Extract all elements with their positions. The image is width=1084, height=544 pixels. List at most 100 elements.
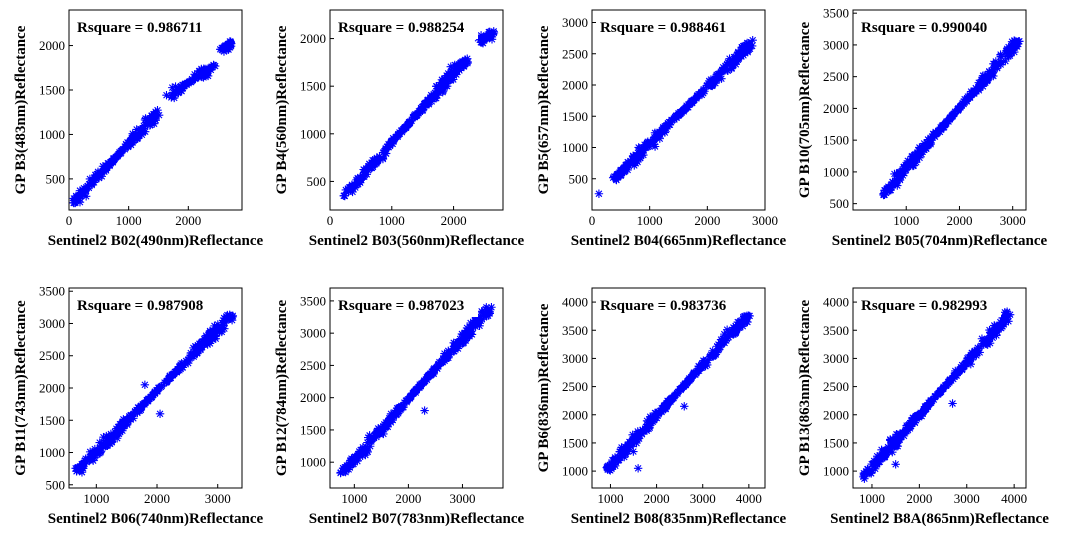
data-point [147, 116, 157, 125]
data-point [427, 97, 436, 106]
y-tick-label: 500 [46, 477, 66, 492]
data-point [467, 324, 477, 334]
data-point [637, 147, 646, 156]
data-point [171, 82, 180, 91]
data-point [363, 438, 372, 447]
data-point [77, 189, 87, 199]
data-point [416, 106, 425, 116]
data-point [114, 149, 124, 159]
data-point [477, 307, 486, 316]
data-point [636, 153, 645, 162]
data-point [167, 370, 176, 379]
x-tick-label: 0 [589, 213, 596, 228]
x-tick-label: 3000 [690, 491, 716, 506]
data-point [935, 127, 945, 137]
data-point [619, 164, 628, 173]
data-point [880, 190, 889, 200]
data-point [80, 188, 89, 198]
data-point [190, 70, 199, 79]
data-point [995, 323, 1004, 332]
data-point [430, 365, 439, 375]
data-point [134, 131, 144, 140]
data-point [168, 91, 177, 100]
data-point [466, 318, 475, 328]
data-point [650, 413, 660, 423]
data-point [88, 449, 98, 458]
data-point [375, 152, 384, 161]
data-point [722, 59, 732, 69]
data-point [358, 172, 368, 182]
data-point [734, 47, 743, 57]
scatter-panel-2: 0 1000 2000 500 1000 1500 2000 Rsquare = 0.9882… [274, 9, 525, 249]
data-point [624, 443, 634, 452]
data-point [450, 346, 459, 356]
data-point [92, 169, 102, 179]
data-point [428, 92, 438, 101]
y-tick-label: 4000 [823, 295, 849, 310]
x-tick-label: 3000 [954, 491, 980, 506]
y-tick-label: 2000 [823, 407, 849, 422]
data-point [106, 158, 116, 167]
data-point [744, 38, 753, 48]
data-points [336, 303, 496, 478]
outlier-point [69, 198, 78, 208]
data-point [143, 397, 153, 406]
data-point [697, 90, 707, 100]
data-point [658, 128, 667, 137]
data-point [196, 338, 206, 347]
y-axis-label: GP B12(784nm)Reflectance [274, 300, 290, 477]
data-point [708, 346, 717, 355]
data-point [633, 148, 643, 157]
data-point [410, 112, 420, 122]
y-tick-label: 3000 [562, 15, 588, 30]
data-point [141, 120, 150, 130]
data-point [364, 161, 374, 171]
data-point [1002, 47, 1011, 57]
data-point [135, 406, 144, 416]
data-point [733, 324, 742, 333]
data-points [69, 37, 236, 208]
data-point [714, 345, 723, 355]
data-points [602, 311, 754, 475]
data-point [439, 355, 448, 364]
data-point [884, 446, 893, 455]
data-point [422, 375, 432, 384]
data-point [125, 414, 134, 424]
data-point [452, 61, 461, 70]
data-point [209, 60, 218, 70]
data-point [446, 68, 455, 78]
data-point [907, 415, 917, 425]
data-point [958, 99, 967, 108]
data-point [371, 157, 380, 167]
data-point [938, 123, 948, 132]
data-point [650, 134, 659, 144]
data-point [435, 81, 445, 90]
outlier-point [140, 380, 150, 389]
data-point [616, 445, 626, 454]
data-point [722, 334, 732, 344]
data-point [911, 157, 920, 166]
data-point [363, 447, 372, 457]
data-point [1005, 310, 1015, 319]
data-point [381, 144, 391, 153]
data-point [176, 83, 186, 93]
data-point [457, 329, 467, 339]
data-point [432, 82, 441, 91]
data-point [693, 91, 702, 101]
data-point [120, 418, 129, 427]
data-point [738, 319, 747, 329]
x-tick-label: 1000 [637, 213, 663, 228]
rsquare-annotation: Rsquare = 0.987023 [338, 298, 464, 314]
data-point [621, 160, 630, 170]
data-point [112, 434, 122, 443]
data-point [648, 417, 658, 426]
data-point [978, 74, 988, 84]
data-point [220, 324, 229, 333]
data-point [743, 47, 752, 57]
data-point [713, 69, 723, 79]
data-point [430, 92, 439, 102]
data-point [103, 441, 112, 451]
data-point [891, 180, 900, 189]
outlier-point [680, 402, 689, 411]
scatter-panel-5: 1000 2000 3000 500 1000 1500 2000 2500 3000 3500 R… [13, 284, 264, 527]
